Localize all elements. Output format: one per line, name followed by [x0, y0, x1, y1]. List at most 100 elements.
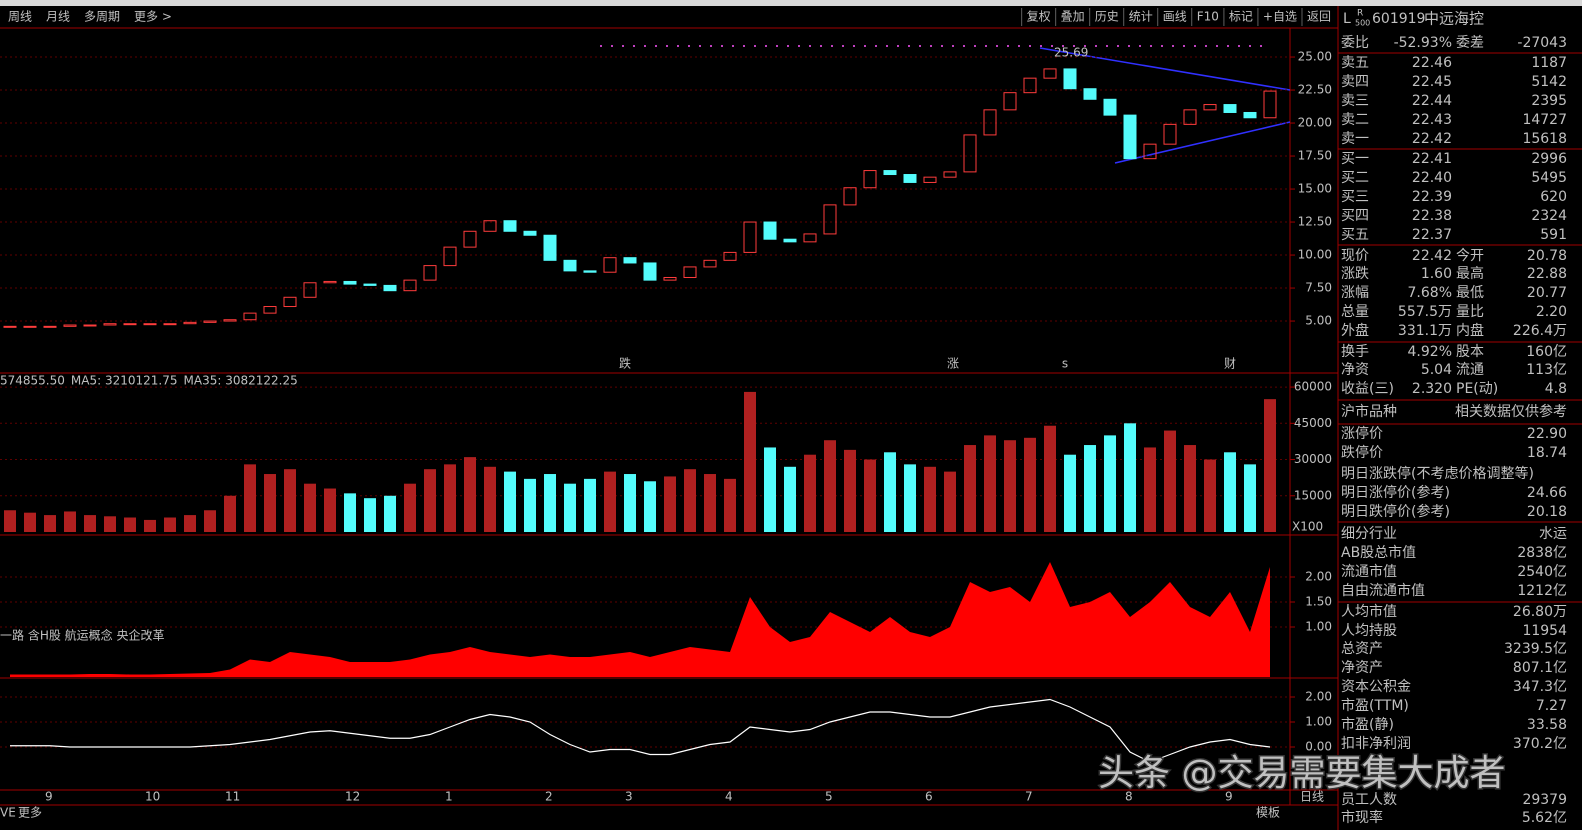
volume-bar [404, 483, 416, 532]
x-tick-label: 7 [1025, 790, 1033, 804]
row-value: 20.78 [1527, 248, 1567, 264]
volume-bar [684, 469, 696, 532]
row-value: -27043 [1517, 35, 1567, 51]
toolbar-button[interactable]: 画线 [1163, 10, 1187, 24]
trend-line [1039, 47, 1291, 91]
row-label: 人均市值 [1341, 603, 1397, 620]
candle [543, 234, 557, 261]
candle [1003, 92, 1017, 111]
candle [523, 230, 537, 236]
row-value: 15618 [1522, 131, 1567, 147]
volume-bar [1124, 423, 1136, 532]
row-label: 细分行业 [1341, 526, 1397, 542]
volume-bar [364, 498, 376, 532]
row-value: 3239.5亿 [1504, 641, 1567, 657]
toolbar-button[interactable]: 历史 [1095, 10, 1119, 24]
volume-bar [504, 471, 516, 532]
y-tick-label: 22.50 [1298, 83, 1332, 97]
row-value: 22.45 [1412, 74, 1452, 90]
row-label: 收益(三) [1341, 381, 1394, 397]
candle [443, 246, 457, 267]
volume-bar [484, 466, 496, 532]
candle [123, 323, 137, 326]
candle [603, 257, 617, 273]
footer-button[interactable]: 模板 [1256, 806, 1280, 820]
row-value: 22.41 [1412, 151, 1452, 167]
footer-button[interactable]: 更多 [18, 806, 42, 820]
volume-bar [704, 474, 716, 532]
toolbar-button[interactable]: 周线 [8, 10, 32, 24]
toolbar-button[interactable]: 统计 [1129, 10, 1153, 24]
row-value: 2838亿 [1517, 545, 1567, 561]
row-label: 卖一 [1341, 131, 1369, 147]
volume-bar [1024, 437, 1036, 532]
concept-note: 一路 含H股 航运概念 央企改革 [0, 628, 164, 643]
legend-entry: 574855.50 [0, 374, 65, 388]
candle [243, 312, 257, 321]
volume-bar [1004, 440, 1016, 532]
y-tick-label: 25.00 [1298, 50, 1332, 64]
candle [963, 134, 977, 173]
y-tick-label: 15000 [1294, 488, 1332, 502]
watermark: 头条 @交易需要集大成者 [1098, 753, 1505, 794]
event-marker[interactable]: 跌 [619, 356, 631, 371]
row-label: 委比 [1341, 35, 1369, 51]
toolbar-button[interactable]: 多周期 [84, 10, 120, 24]
row-label: 量比 [1456, 304, 1484, 320]
row-label: 现价 [1341, 248, 1369, 264]
toolbar-button[interactable]: 叠加 [1061, 10, 1085, 24]
stock-name: 中远海控 [1424, 10, 1484, 28]
toolbar-button[interactable]: +自选 [1263, 10, 1297, 24]
candle [903, 174, 917, 183]
toolbar-button[interactable]: F10 [1197, 10, 1219, 24]
candle [923, 176, 937, 183]
row-value: 26.80万 [1513, 604, 1567, 620]
row-label: 今开 [1456, 248, 1484, 264]
toolbar-button[interactable]: 更多 > [134, 10, 172, 24]
volume-bar [904, 464, 916, 532]
row-value: 347.3亿 [1513, 679, 1567, 695]
row-value: 20.18 [1527, 504, 1567, 520]
row-label: 市盈(TTM) [1341, 697, 1409, 714]
row-label: 买四 [1341, 208, 1369, 224]
volume-bar [4, 510, 16, 532]
event-marker[interactable]: 涨 [947, 356, 959, 371]
volume-bar [264, 474, 276, 532]
volume-bar [1184, 445, 1196, 532]
y-tick-label: 7.50 [1305, 281, 1332, 295]
toolbar-button[interactable]: 复权 [1027, 10, 1051, 24]
y-tick-label: 17.50 [1298, 149, 1332, 163]
x-tick-label: 6 [925, 790, 933, 804]
toolbar-button[interactable]: 月线 [46, 10, 70, 24]
event-marker[interactable]: 财 [1224, 357, 1236, 371]
x-tick-label: 9 [1225, 790, 1233, 804]
row-label: 总量 [1341, 304, 1369, 320]
row-label: 涨幅 [1341, 285, 1369, 301]
event-marker[interactable]: s [1062, 357, 1068, 371]
row-value: 2540亿 [1517, 564, 1567, 580]
volume-bar [464, 457, 476, 532]
x-tick-label: 3 [625, 790, 633, 804]
row-value: 24.66 [1527, 485, 1567, 501]
candle [863, 170, 877, 189]
row-value: 14727 [1522, 112, 1567, 128]
row-label: PE(动) [1456, 381, 1498, 397]
row-value: 226.4万 [1513, 323, 1567, 339]
area [10, 562, 1270, 677]
volume-bar [164, 517, 176, 532]
row-value: 1.60 [1421, 266, 1452, 282]
row-label: 买五 [1341, 227, 1369, 243]
toolbar-button[interactable]: 返回 [1307, 10, 1331, 24]
volume-bar [844, 449, 856, 532]
toolbar-button[interactable]: 标记 [1229, 10, 1253, 24]
footer-button[interactable]: 日线 [1300, 790, 1324, 804]
row-value: 557.5万 [1398, 304, 1452, 320]
row-value: 29379 [1522, 792, 1567, 808]
volume-bar [344, 493, 356, 532]
candle [943, 171, 957, 178]
row-value: 620 [1540, 189, 1567, 205]
row-label: 市盈(静) [1341, 716, 1394, 733]
candle [463, 230, 477, 248]
volume-bar [64, 511, 76, 532]
